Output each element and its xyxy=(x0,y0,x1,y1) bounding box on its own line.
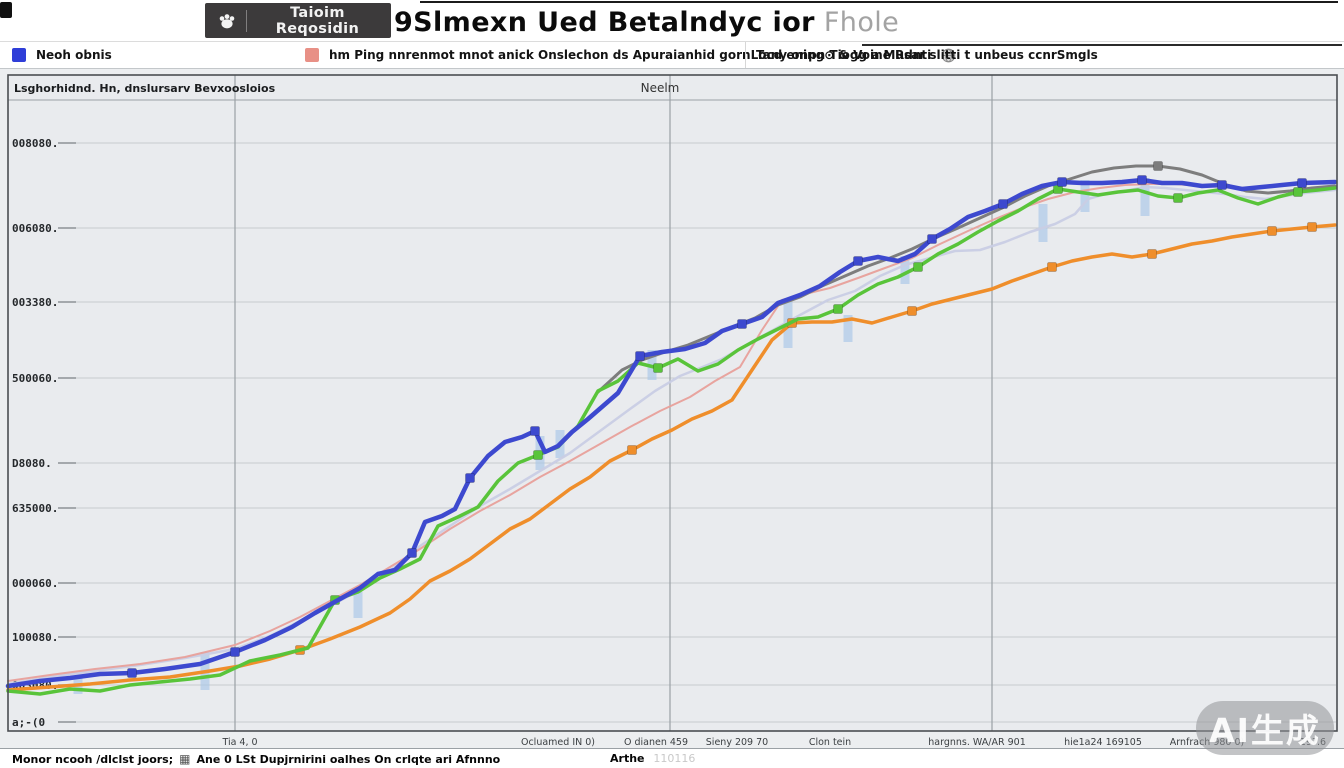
series-marker-orange xyxy=(627,445,637,455)
series-marker-blue-main xyxy=(1137,175,1147,185)
legend-swatch-salmon xyxy=(305,48,319,62)
footer-note-left: Monor ncooh /dlclst joors; xyxy=(12,752,174,766)
series-marker-blue-main xyxy=(737,319,747,329)
series-marker-blue-main xyxy=(635,351,645,361)
series-marker-blue-main xyxy=(230,647,240,657)
series-marker-blue-main xyxy=(853,256,863,266)
button-divider xyxy=(246,9,247,32)
legend-label: Tany onpn Tiogg a Musar slitti t unbeus … xyxy=(756,48,1098,62)
footer-center-main: Arthe xyxy=(610,752,645,765)
legend-dark-rule xyxy=(862,44,1342,46)
series-orange xyxy=(6,222,1337,692)
series-marker-orange xyxy=(1307,222,1317,232)
series-marker-blue-main xyxy=(530,426,540,436)
page-title: 9Slmexn Ued Betalndyc ior Fhole xyxy=(394,7,899,38)
series-blue-main xyxy=(5,175,1338,689)
footer-note-right: Ane 0 LSt Dupjrnirini oalhes On crlqte a… xyxy=(196,752,501,766)
train-region-button[interactable]: Taioim Reqosidin xyxy=(205,3,391,38)
legend-swatch-blue xyxy=(12,48,26,62)
x-axis-label: hargnns. WA/AR 901 xyxy=(928,737,1025,748)
button-label: Taioim Reqosidin xyxy=(275,4,360,37)
x-axis-labels: Tia 4, 0 Ocluamed IN 0) O dianen 459 Sieny … xyxy=(221,737,1326,748)
plot-border xyxy=(7,74,1338,732)
series-marker-blue-main xyxy=(1217,180,1227,190)
x-axis-label: Clon tein xyxy=(809,737,851,748)
chart-area: 008080. 006080. 003380. 500060. D8080. 635000… xyxy=(0,69,1344,748)
legend-label: Neoh obnis xyxy=(36,48,112,62)
page-title-main: 9Slmexn Ued Betalndyc ior xyxy=(394,7,815,38)
footer-center-label: Arthe 110116 xyxy=(610,752,810,765)
series-marker-green xyxy=(1173,193,1183,203)
footer-note: Monor ncooh /dlclst joors; ▦ Ane 0 LSt D… xyxy=(12,752,500,766)
y-axis-label: 100080. xyxy=(12,631,58,644)
h-gridlines: 008080. 006080. 003380. 500060. D8080. 635000… xyxy=(12,137,1336,729)
top-header: Taioim Reqosidin 9Slmexn Ued Betalndyc i… xyxy=(0,0,1344,41)
x-axis-label: Ocluamed IN 0) xyxy=(521,737,595,748)
series-marker-blue-main xyxy=(407,548,417,558)
series-marker-gray xyxy=(1153,161,1163,171)
series-marker-blue-main xyxy=(1297,178,1307,188)
series-line-salmon xyxy=(7,181,1336,682)
axis-corner-label: Lsghorhidnd. Hn, dnslursarv Bevxoosloios xyxy=(14,82,276,95)
series-marker-blue-main xyxy=(1057,177,1067,187)
line-chart: 008080. 006080. 003380. 500060. D8080. 635000… xyxy=(5,74,1338,748)
y-axis-label: 500060. xyxy=(12,372,58,385)
corner-mark xyxy=(0,2,12,18)
series-marker-green xyxy=(833,304,843,314)
globe-icon xyxy=(941,48,956,63)
x-axis-label: hie1a24 169105 xyxy=(1064,737,1142,748)
y-axis-label: D8080. xyxy=(12,457,52,470)
series-line-blue-main xyxy=(5,177,1338,689)
footer: Monor ncooh /dlclst joors; ▦ Ane 0 LSt D… xyxy=(0,748,1344,768)
series-marker-orange xyxy=(1047,262,1057,272)
footer-center-suffix: 110116 xyxy=(653,752,696,765)
y-axis-label: 003380. xyxy=(12,296,58,309)
series-line-green xyxy=(6,186,1337,696)
legend-item-blue[interactable]: Neoh obnis xyxy=(12,42,112,68)
series-salmon xyxy=(7,181,1336,682)
legend-item-salmon[interactable]: hm Ping nnrenmot mnot anick Onslechon ds… xyxy=(305,42,956,68)
legend-bar: Neoh obnis hm Ping nnrenmot mnot anick O… xyxy=(0,41,1344,69)
series-marker-green xyxy=(1293,187,1303,197)
y-axis-label: a;-(0 xyxy=(12,716,45,729)
page-title-suffix: Fhole xyxy=(814,7,900,38)
series-marker-green xyxy=(653,363,663,373)
grid-icon: ▦ xyxy=(179,752,191,766)
plot-title: Neelm xyxy=(640,81,680,95)
series-marker-orange xyxy=(1267,226,1277,236)
x-axis-label: Tia 4, 0 xyxy=(221,737,257,748)
paw-icon xyxy=(217,11,237,31)
series-marker-blue-main xyxy=(127,668,137,678)
legend-item-settings[interactable]: Tany onpn Tiogg a Musar slitti t unbeus … xyxy=(745,42,1098,68)
plot-background xyxy=(8,75,1337,731)
series-line-orange xyxy=(6,223,1337,692)
series-marker-blue-main xyxy=(927,234,937,244)
series-marker-orange xyxy=(1147,249,1157,259)
series-marker-green xyxy=(533,450,543,460)
x-axis-label: O dianen 459 xyxy=(624,737,688,748)
series-marker-orange xyxy=(907,306,917,316)
y-axis-label: 008080. xyxy=(12,137,58,150)
ai-watermark: AI生成 xyxy=(1196,701,1334,755)
legend-label: hm Ping nnrenmot mnot anick Onslechon ds… xyxy=(329,48,932,62)
series-marker-blue-main xyxy=(998,199,1008,209)
y-axis-label: 635000. xyxy=(12,502,58,515)
series-marker-blue-main xyxy=(465,473,475,483)
x-axis-label: Sieny 209 70 xyxy=(706,737,768,748)
y-axis-label: 006080. xyxy=(12,222,58,235)
y-axis-label: 000060. xyxy=(12,577,58,590)
top-rule xyxy=(420,1,1338,3)
series-marker-green xyxy=(913,262,923,272)
v-gridlines xyxy=(234,75,993,731)
